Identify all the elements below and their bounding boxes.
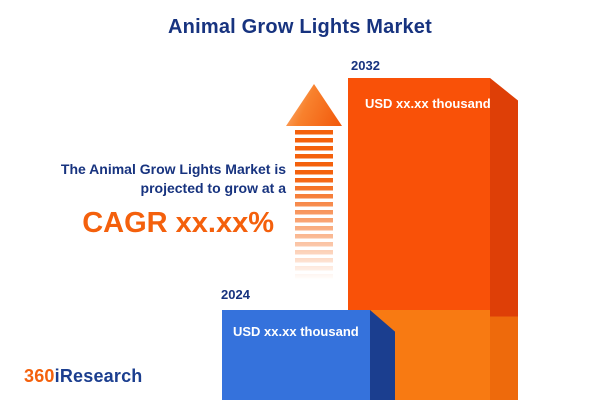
bar-2024-side-face	[370, 310, 395, 400]
bar-2024-front-face	[222, 310, 370, 400]
bar-2032-side-face	[490, 78, 518, 400]
bar-2032-value-label: USD xx.xx thousand	[365, 96, 491, 111]
logo-suffix: iResearch	[54, 366, 143, 386]
page-title: Animal Grow Lights Market	[168, 16, 432, 38]
description-line-2: projected to grow at a	[140, 180, 286, 196]
bar-2024: USD xx.xx thousand	[222, 310, 395, 400]
description-block: The Animal Grow Lights Market is project…	[0, 160, 286, 240]
cagr-text: CAGR xx.xx%	[82, 207, 274, 239]
bar-2024-value-label: USD xx.xx thousand	[233, 324, 359, 339]
bar-2024-year-label: 2024	[221, 287, 250, 302]
logo-prefix: 360	[24, 366, 55, 386]
bar-2032-year-label: 2032	[351, 58, 380, 73]
growth-arrow-shaft-icon	[295, 130, 333, 280]
description-line-1: The Animal Grow Lights Market is	[60, 161, 286, 177]
brand-logo: 360iResearch	[24, 366, 143, 387]
growth-arrow-icon	[286, 84, 342, 126]
